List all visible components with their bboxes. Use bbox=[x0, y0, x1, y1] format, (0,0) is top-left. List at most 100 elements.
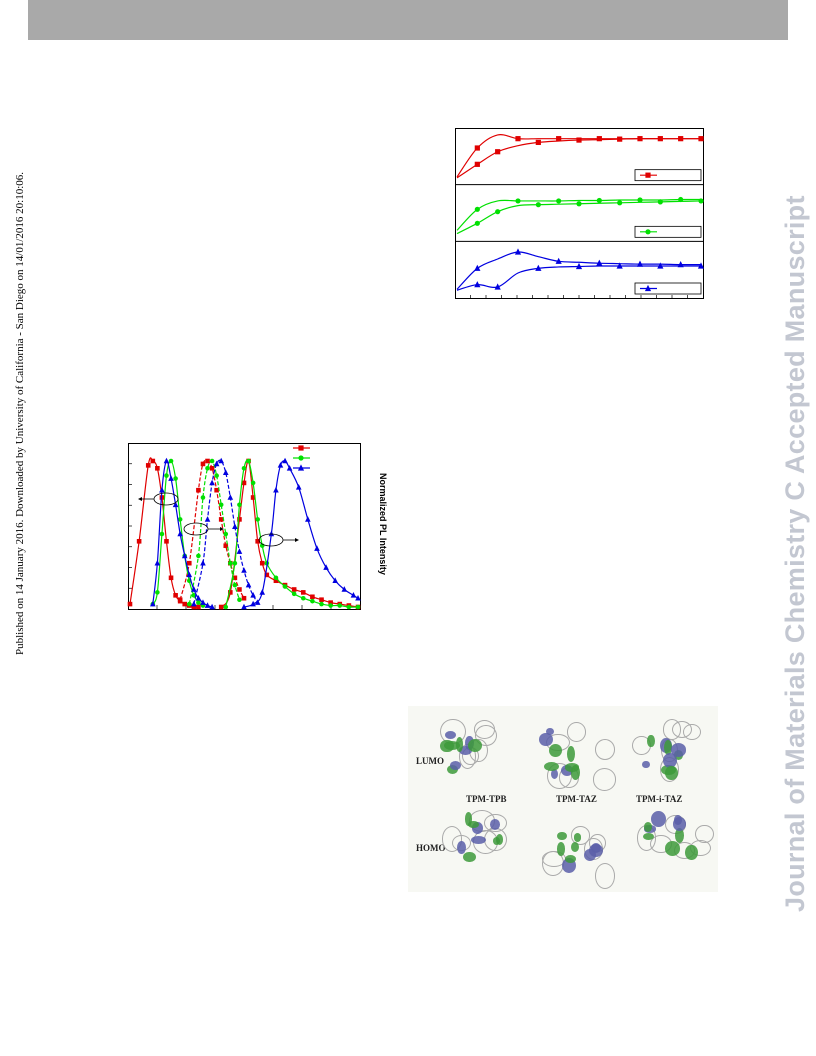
data-point bbox=[514, 248, 522, 255]
orbital-lobe bbox=[556, 842, 565, 856]
data-point bbox=[250, 480, 256, 486]
orbital-lobe bbox=[565, 854, 577, 863]
panel-frame bbox=[455, 128, 704, 299]
data-point bbox=[596, 136, 602, 142]
data-point bbox=[145, 463, 151, 468]
molecule-label-taz: TPM-TAZ bbox=[556, 794, 597, 804]
molecule-skeleton bbox=[484, 814, 507, 833]
data-point bbox=[186, 571, 193, 578]
molecule-label-tpb: TPM-TPB bbox=[466, 794, 507, 804]
data-point bbox=[159, 531, 165, 537]
data-point bbox=[172, 501, 179, 508]
data-point bbox=[232, 582, 238, 588]
legend-marker bbox=[644, 284, 652, 292]
data-point bbox=[241, 480, 247, 486]
orbital-lobe bbox=[457, 840, 467, 855]
data-point bbox=[273, 486, 279, 493]
data-point bbox=[494, 283, 501, 290]
data-point bbox=[155, 466, 160, 471]
data-point bbox=[205, 466, 210, 471]
orbital-lobe bbox=[643, 822, 652, 832]
data-point bbox=[495, 149, 501, 155]
data-point bbox=[617, 200, 623, 206]
data-point bbox=[637, 197, 643, 203]
data-point bbox=[154, 559, 161, 566]
legend-box bbox=[634, 169, 702, 182]
legend-marker bbox=[298, 445, 304, 451]
data-point bbox=[291, 587, 297, 592]
data-point bbox=[182, 601, 188, 607]
journal-header-bar bbox=[28, 0, 788, 40]
data-point bbox=[237, 517, 242, 522]
data-point bbox=[181, 552, 188, 559]
data-point bbox=[209, 466, 215, 471]
data-point bbox=[218, 502, 224, 508]
data-point bbox=[555, 257, 562, 264]
orbital-lobe bbox=[455, 736, 464, 753]
data-point bbox=[332, 577, 338, 584]
data-point bbox=[323, 564, 329, 570]
pl-series-line bbox=[129, 457, 199, 608]
data-point bbox=[196, 604, 201, 610]
orbital-lobe bbox=[665, 765, 678, 780]
data-point bbox=[273, 578, 279, 584]
orbital-lobe bbox=[470, 835, 486, 844]
molecule-skeleton bbox=[671, 720, 692, 738]
data-point bbox=[218, 457, 224, 464]
data-point bbox=[168, 475, 174, 481]
data-point bbox=[227, 494, 234, 500]
pl-spectra-chart bbox=[127, 443, 361, 610]
orbital-lobe bbox=[672, 817, 686, 831]
data-point bbox=[250, 592, 256, 598]
data-point bbox=[319, 601, 324, 607]
orbital-lobe bbox=[449, 760, 462, 770]
data-point bbox=[474, 145, 480, 151]
data-point bbox=[657, 136, 663, 142]
data-point bbox=[245, 581, 252, 588]
data-point bbox=[195, 594, 202, 601]
data-point bbox=[223, 604, 229, 610]
data-point bbox=[556, 136, 562, 142]
data-point bbox=[164, 539, 169, 544]
orbital-lobe bbox=[584, 849, 597, 862]
orbital-lobe bbox=[440, 739, 454, 753]
data-point bbox=[535, 264, 542, 271]
legend-marker bbox=[645, 172, 651, 178]
data-point bbox=[636, 260, 644, 267]
data-point bbox=[355, 594, 361, 601]
homo-label: HOMO bbox=[416, 843, 446, 853]
molecule-skeleton bbox=[594, 738, 616, 760]
orbital-lobe bbox=[544, 761, 560, 772]
data-point bbox=[328, 603, 333, 608]
data-point bbox=[617, 136, 623, 142]
data-point bbox=[286, 465, 293, 471]
data-point bbox=[250, 495, 256, 500]
molecule-skeleton bbox=[595, 863, 615, 889]
plot-frame bbox=[128, 443, 361, 610]
data-point bbox=[177, 517, 183, 522]
data-point bbox=[268, 530, 275, 537]
transient-response-chart bbox=[455, 128, 705, 299]
data-point bbox=[168, 458, 174, 464]
data-point bbox=[474, 206, 480, 212]
orbital-lobe bbox=[664, 841, 681, 857]
data-point bbox=[575, 262, 583, 270]
pl-series-line bbox=[243, 460, 359, 608]
data-point bbox=[214, 473, 219, 478]
orbital-lobe bbox=[468, 739, 482, 752]
data-point bbox=[310, 594, 315, 600]
data-point bbox=[237, 587, 242, 592]
data-point bbox=[657, 262, 664, 269]
data-point bbox=[556, 198, 562, 204]
orbital-lobe bbox=[556, 831, 567, 841]
data-point bbox=[205, 458, 210, 464]
data-point bbox=[237, 502, 242, 508]
data-point bbox=[191, 600, 197, 607]
lumo-label: LUMO bbox=[416, 756, 444, 766]
data-point bbox=[236, 548, 243, 554]
data-point bbox=[282, 584, 288, 589]
molecular-orbital-figure: LUMO HOMO TPM-TPB TPM-TAZ TPM-i-TAZ bbox=[408, 706, 718, 892]
data-point bbox=[241, 603, 247, 610]
orbital-lobe bbox=[674, 827, 685, 844]
orbital-lobe bbox=[548, 743, 562, 758]
